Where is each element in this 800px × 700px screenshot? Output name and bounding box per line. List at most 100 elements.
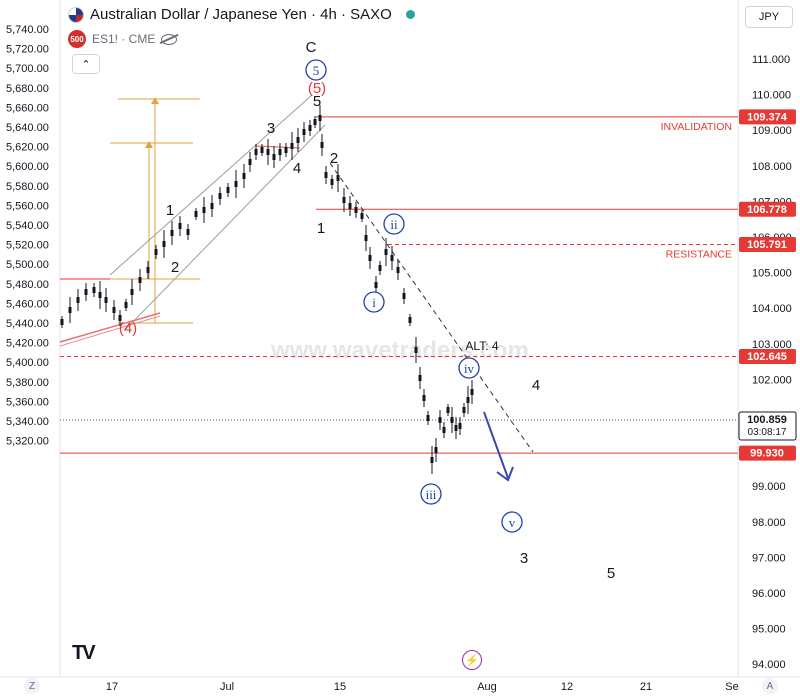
candle-body xyxy=(336,175,340,181)
right-axis-tick-label: 109.000 xyxy=(752,125,792,137)
left-axis-tick-label: 5,320.00 xyxy=(6,436,49,448)
left-axis-bg xyxy=(0,0,60,700)
candle-body xyxy=(194,211,198,217)
price-label-text: 102.645 xyxy=(747,351,787,363)
left-axis-tick-label: 5,460.00 xyxy=(6,298,49,310)
wave-circle xyxy=(363,291,385,313)
overlay-symbol-row[interactable]: 500 ES1! · CME xyxy=(68,30,178,48)
left-axis-tick-label: 5,560.00 xyxy=(6,200,49,212)
wave-label: 5 xyxy=(313,93,321,110)
symbol-header[interactable]: Australian Dollar / Japanese Yen · 4h · … xyxy=(68,6,415,23)
candle-body xyxy=(84,289,88,295)
wave-label: 2 xyxy=(330,150,338,167)
candle-body xyxy=(450,417,454,423)
candle-body xyxy=(242,173,246,179)
left-axis-tick-label: 5,620.00 xyxy=(6,142,49,154)
candle-body xyxy=(130,289,134,295)
left-axis-tick-label: 5,340.00 xyxy=(6,416,49,428)
candle-body xyxy=(402,293,406,299)
left-axis-tick-label: 5,580.00 xyxy=(6,181,49,193)
candle-body xyxy=(442,427,446,433)
settings-icon[interactable]: A xyxy=(762,678,778,694)
wave-circle xyxy=(458,357,480,379)
left-axis-tick-label: 5,360.00 xyxy=(6,396,49,408)
price-label-box xyxy=(739,445,796,461)
candle-body xyxy=(470,389,474,395)
candle-body xyxy=(422,395,426,401)
wave-label: 3 xyxy=(267,120,275,137)
candle-body xyxy=(154,249,158,255)
candle-body xyxy=(454,425,458,431)
candle-body xyxy=(170,230,174,236)
wave-label-red: (5) xyxy=(308,80,326,97)
trendline-red xyxy=(59,312,161,343)
candle-body xyxy=(68,307,72,313)
left-axis-tick-label: 5,680.00 xyxy=(6,83,49,95)
countdown-label: 03:08:17 xyxy=(748,427,787,438)
tradingview-logo: TV xyxy=(72,642,96,664)
candle-body xyxy=(414,347,418,353)
flash-icon[interactable]: ⚡ xyxy=(462,650,482,670)
price-label-box xyxy=(738,411,797,441)
candle-body xyxy=(396,267,400,273)
zoom-icon[interactable]: Z xyxy=(24,678,40,694)
wave-label: 1 xyxy=(317,220,325,237)
wave-label-circled: i xyxy=(372,295,376,310)
wave-label: 4 xyxy=(293,160,301,177)
candle-body xyxy=(124,302,128,308)
left-axis-tick-label: 5,420.00 xyxy=(6,338,49,350)
right-axis-tick-label: 103.000 xyxy=(752,339,792,351)
candle-body xyxy=(226,187,230,193)
right-axis-tick-label: 98.000 xyxy=(752,517,786,529)
collapse-legend-button[interactable]: ⌃ xyxy=(72,54,100,74)
chart-title: Australian Dollar / Japanese Yen · 4h · … xyxy=(90,6,392,23)
x-axis-tick-label: Aug xyxy=(477,681,497,693)
right-axis-tick-label: 105.000 xyxy=(752,268,792,280)
wave-label: 3 xyxy=(520,550,528,567)
x-axis-tick-label: 21 xyxy=(640,681,652,693)
resistance-label: RESISTANCE xyxy=(666,248,732,260)
wave-circle xyxy=(420,483,442,505)
candle-body xyxy=(378,265,382,271)
left-axis-tick-label: 5,540.00 xyxy=(6,220,49,232)
wave-label-circled: v xyxy=(509,515,516,530)
candle-body xyxy=(260,147,264,153)
currency-selector[interactable]: JPY xyxy=(745,6,793,28)
candle-body xyxy=(146,267,150,273)
overlay-symbol: ES1! · CME xyxy=(92,32,156,46)
price-label-box xyxy=(739,201,796,217)
wave-label: 2 xyxy=(171,259,179,276)
candle-body xyxy=(138,277,142,283)
hide-eye-icon[interactable] xyxy=(161,33,178,45)
left-axis-tick-label: 5,440.00 xyxy=(6,318,49,330)
candle-body xyxy=(210,203,214,209)
right-axis-tick-label: 111.000 xyxy=(752,54,790,66)
x-axis-tick-label: Se xyxy=(725,681,738,693)
candle-body xyxy=(118,315,122,321)
candle-body xyxy=(272,154,276,160)
right-axis-tick-label: 95.000 xyxy=(752,624,786,636)
candle-body xyxy=(368,255,372,261)
right-axis-tick-label: 97.000 xyxy=(752,552,786,564)
projection-arrow xyxy=(483,411,509,479)
watermark-text: www.wavetraders.com xyxy=(270,337,529,364)
downtrend-line xyxy=(329,162,534,453)
x-axis-tick-label: Jul xyxy=(220,681,234,693)
candle-body xyxy=(218,193,222,199)
candle-body xyxy=(374,282,378,288)
price-label-text: 106.778 xyxy=(747,204,787,216)
x-axis-tick-label: 12 xyxy=(561,681,573,693)
price-label-text: 99.930 xyxy=(750,448,784,460)
price-label-box xyxy=(739,236,796,252)
wave-circle xyxy=(501,511,523,533)
left-axis-tick-label: 5,380.00 xyxy=(6,377,49,389)
candle-body xyxy=(408,317,412,323)
candle-body xyxy=(313,119,317,125)
candle-body xyxy=(290,143,294,149)
fib-arrow xyxy=(145,141,153,148)
candle-body xyxy=(162,241,166,247)
fib-arrow xyxy=(151,97,159,104)
wave-circle xyxy=(305,59,327,81)
candle-body xyxy=(234,181,238,187)
